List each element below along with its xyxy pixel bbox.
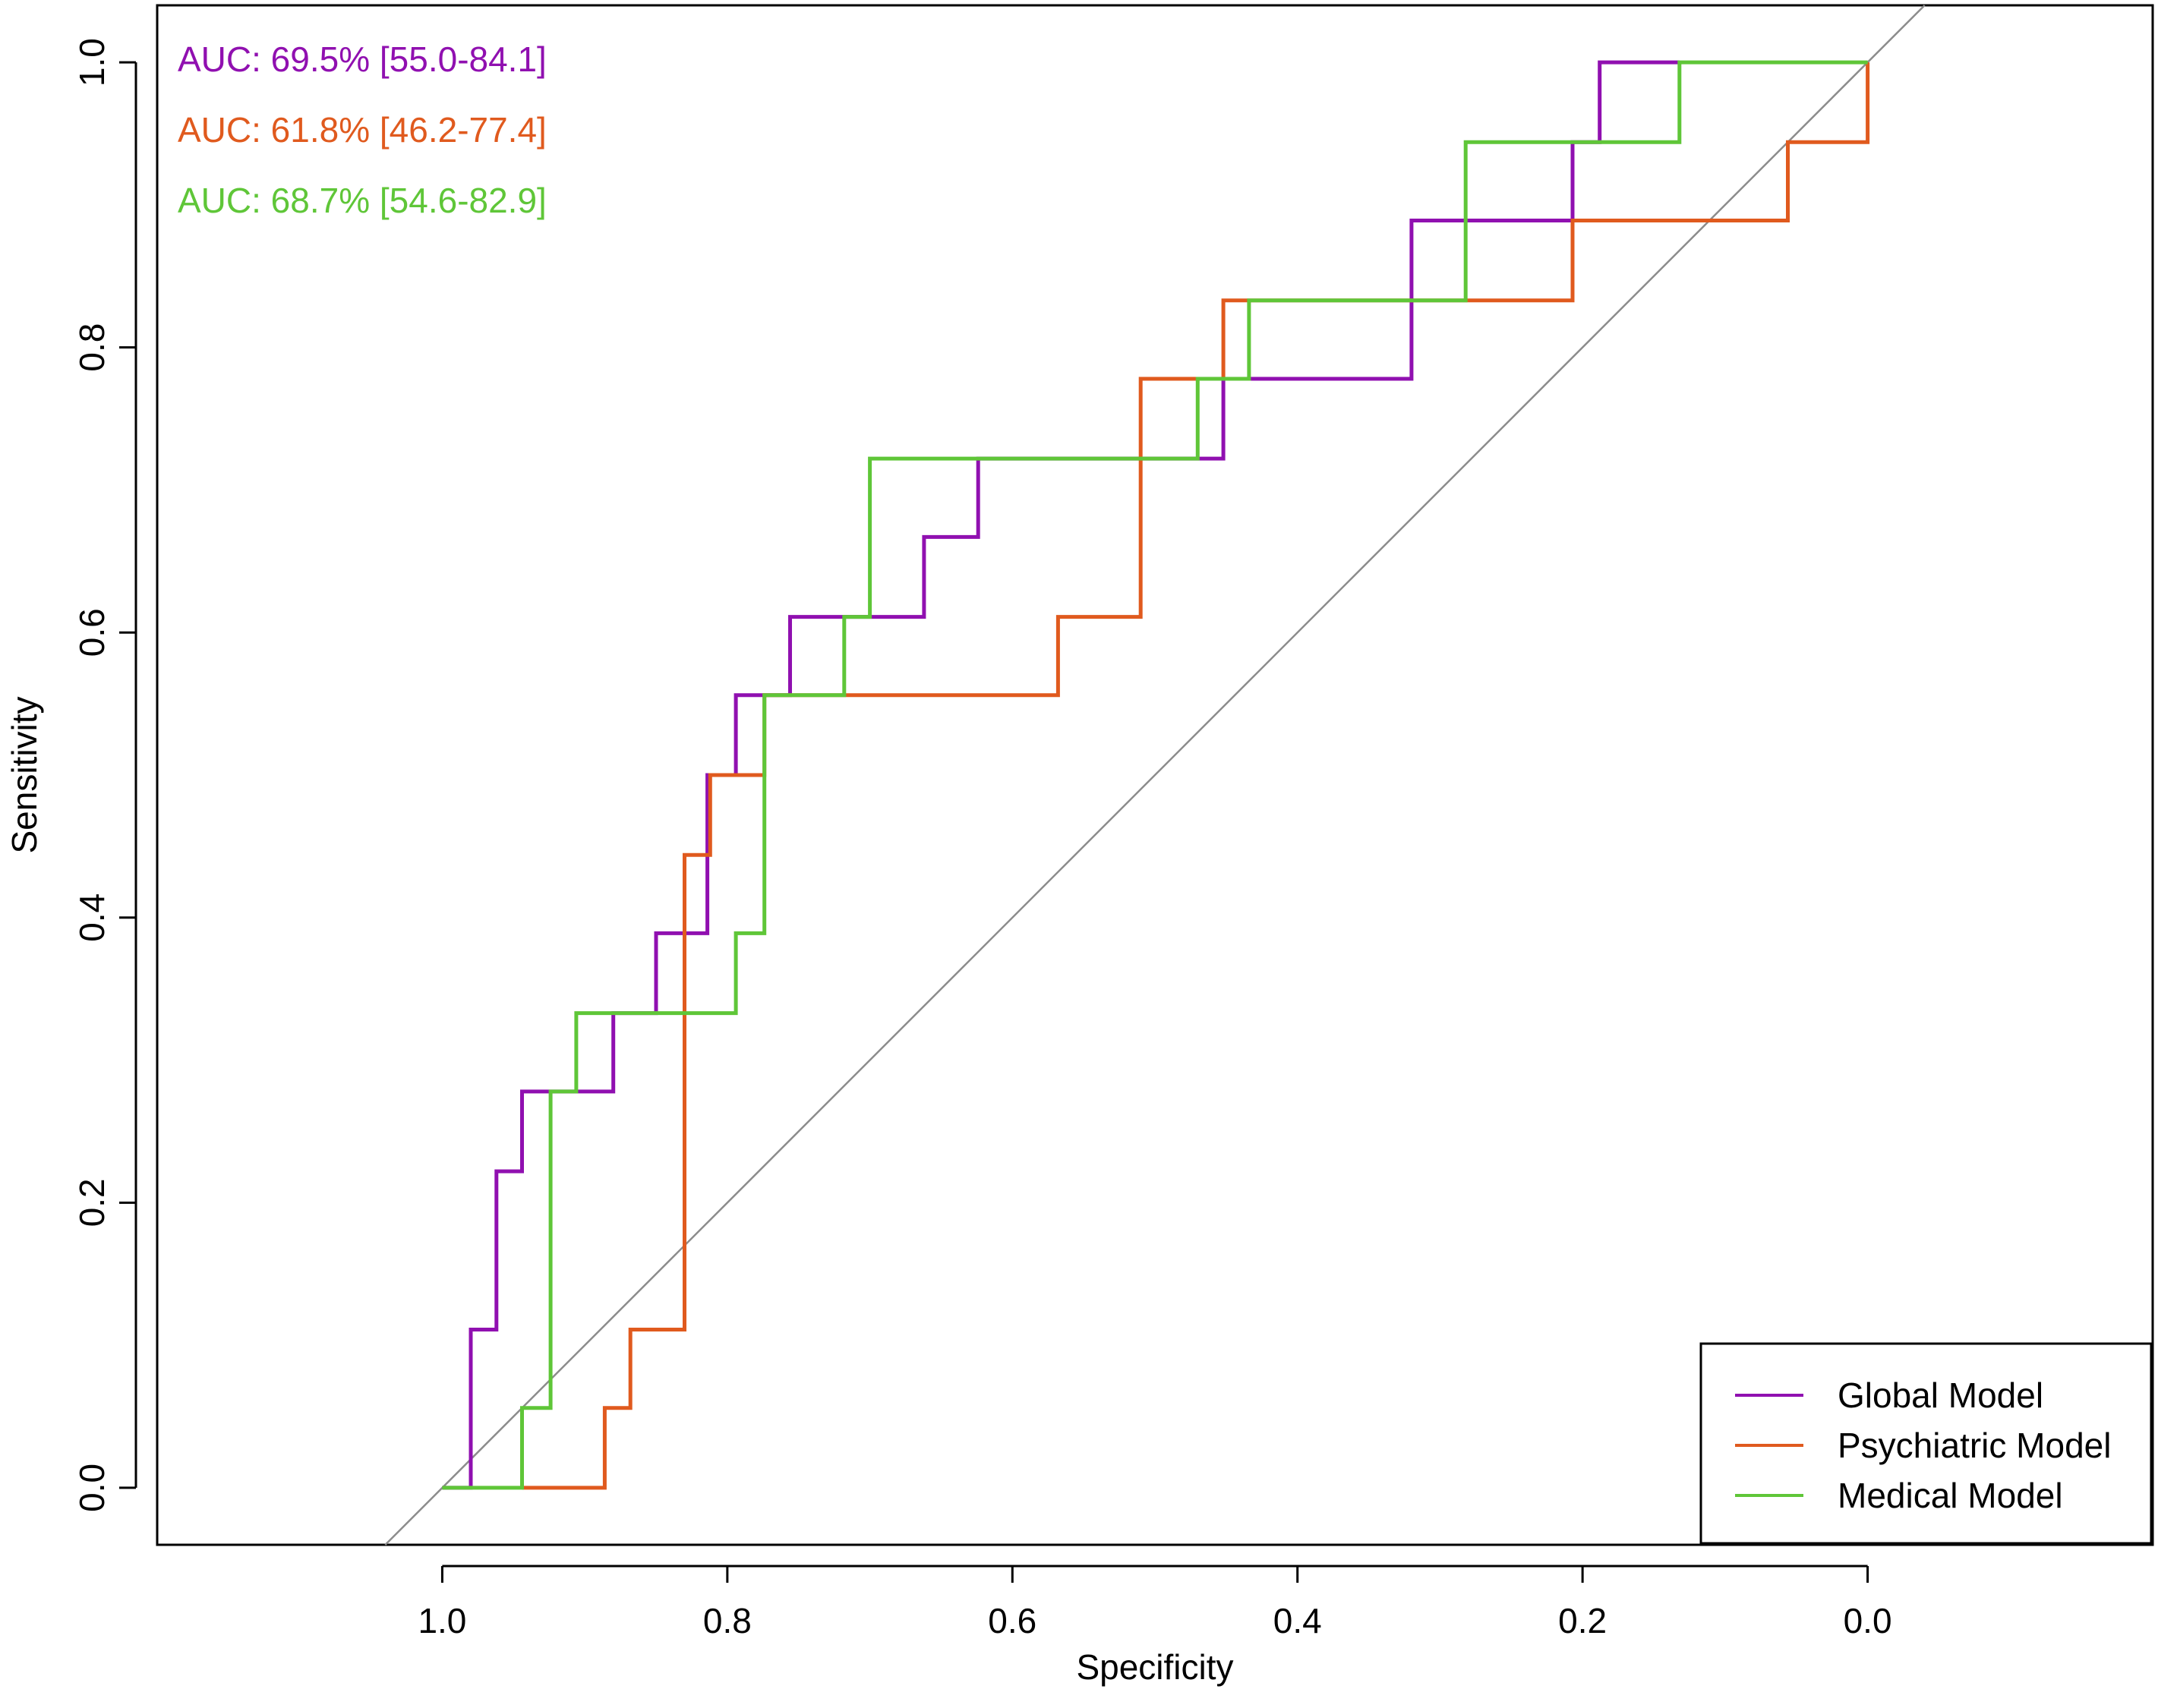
auc-annotation-medical: AUC: 68.7% [54.6-82.9] [178, 181, 547, 220]
x-tick-label: 0.6 [988, 1601, 1036, 1640]
y-axis: 0.0 0.2 0.4 0.6 0.8 1.0 [72, 38, 137, 1512]
legend-box [1699, 1342, 2153, 1545]
y-tick-label: 0.8 [72, 323, 112, 372]
y-tick-label: 0.0 [72, 1464, 112, 1512]
legend-label-psychiatric: Psychiatric Model [1838, 1426, 2111, 1465]
roc-curve-psychiatric-model [522, 62, 1870, 1490]
plot-frame [156, 4, 2154, 1546]
x-tick-label: 0.4 [1273, 1601, 1322, 1640]
x-tick-label: 0.2 [1558, 1601, 1607, 1640]
auc-annotations: AUC: 69.5% [55.0-84.1] AUC: 61.8% [46.2-… [178, 39, 547, 220]
x-tick-label: 0.8 [703, 1601, 752, 1640]
x-axis: 1.0 0.8 0.6 0.4 0.2 0.0 [418, 1565, 1892, 1640]
roc-curve-medical-model [442, 60, 1868, 1490]
y-tick-label: 0.6 [72, 608, 112, 657]
x-tick-label: 0.0 [1844, 1601, 1892, 1640]
legend-label-medical: Medical Model [1838, 1476, 2063, 1515]
legend: Global Model Psychiatric Model Medical M… [1699, 1342, 2153, 1545]
x-axis-label: Specificity [1076, 1647, 1233, 1687]
x-tick-label: 1.0 [418, 1601, 466, 1640]
auc-annotation-psychiatric: AUC: 61.8% [46.2-77.4] [178, 110, 547, 150]
y-tick-label: 1.0 [72, 38, 112, 87]
y-tick-label: 0.2 [72, 1178, 112, 1227]
y-axis-label: Sensitivity [5, 696, 44, 853]
reference-diagonal [384, 5, 1926, 1546]
legend-label-global: Global Model [1838, 1376, 2043, 1415]
roc-curves [442, 60, 1870, 1490]
auc-annotation-global: AUC: 69.5% [55.0-84.1] [178, 39, 547, 79]
y-tick-label: 0.4 [72, 893, 112, 942]
